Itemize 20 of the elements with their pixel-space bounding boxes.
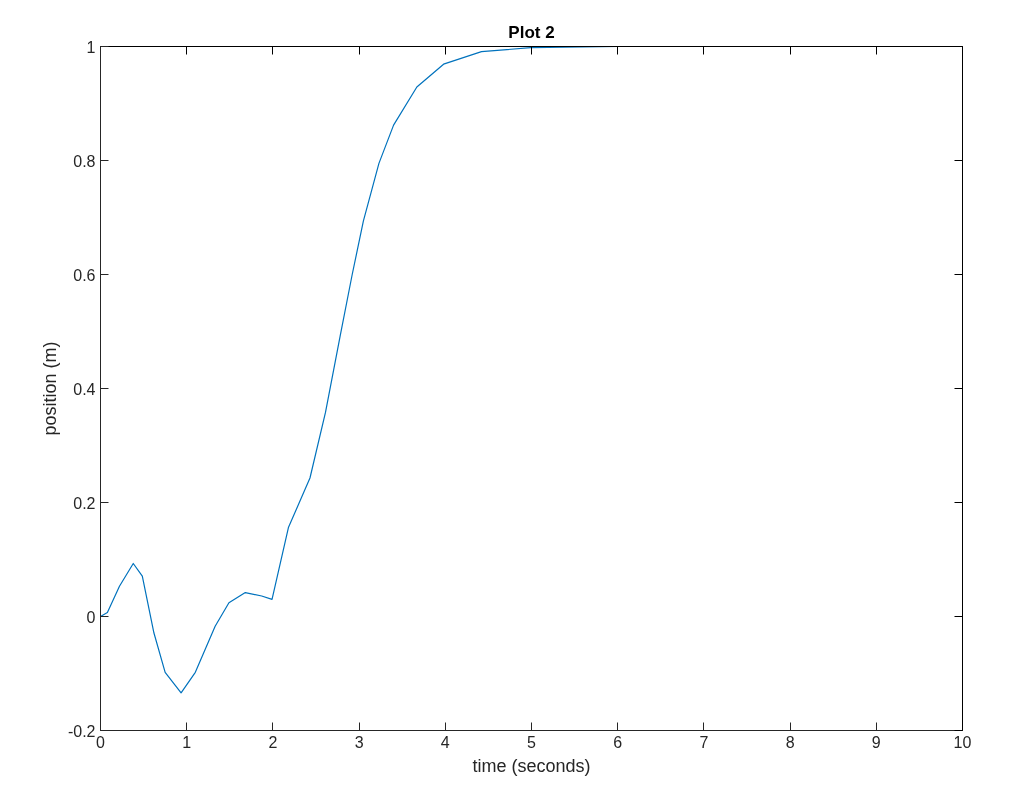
x-tick-label: 1	[182, 733, 192, 751]
x-axis-title: time (seconds)	[472, 755, 591, 776]
x-tick-label: 7	[699, 733, 709, 751]
x-tick-label: 8	[785, 733, 795, 751]
x-tick-label: 9	[871, 733, 881, 751]
y-tick-label: 0.6	[73, 266, 96, 284]
x-tick-label: 2	[268, 733, 278, 751]
x-tick-label: 6	[613, 733, 623, 751]
x-tick-label: 4	[440, 733, 450, 751]
x-tick-label: 5	[527, 733, 537, 751]
x-tick-label: 3	[354, 733, 364, 751]
y-tick-label: 0.4	[73, 380, 96, 398]
y-tick-label: 0.8	[73, 152, 96, 170]
chart-title: Plot 2	[508, 22, 555, 42]
y-tick-label: 0.2	[73, 494, 96, 512]
x-tick-label: 10	[953, 733, 972, 751]
y-tick-label: 1	[86, 38, 96, 56]
y-tick-label: -0.2	[67, 722, 96, 740]
y-axis-title: position (m)	[39, 341, 60, 436]
y-tick-label: 0	[86, 608, 96, 626]
